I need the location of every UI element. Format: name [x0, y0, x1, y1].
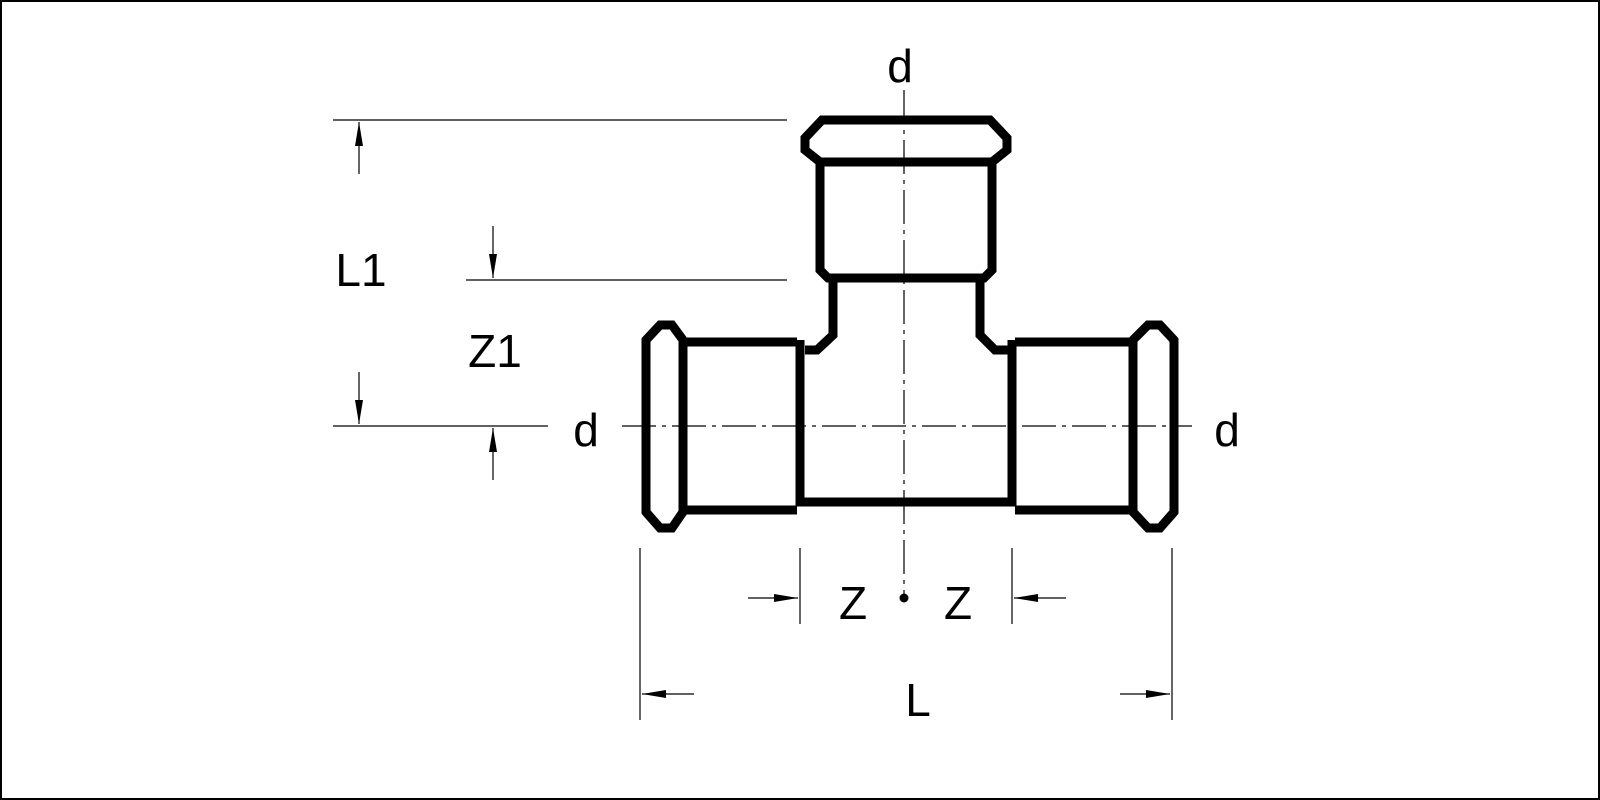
label-d-right: d [1214, 404, 1240, 456]
arrow-L-right [1146, 690, 1170, 698]
arrow-L1-bottom [355, 400, 363, 424]
label-L: L [905, 674, 931, 726]
top-socket [815, 162, 997, 283]
arrow-L1-top [355, 122, 363, 146]
label-Z-left: Z [839, 577, 867, 629]
right-socket-ring [1128, 320, 1179, 533]
label-Z-right: Z [944, 577, 972, 629]
arrow-Z1-top [489, 254, 497, 278]
arrow-Z-right [1014, 594, 1038, 602]
run-body [795, 340, 1017, 507]
tee-body [641, 115, 1179, 533]
arrow-L-left [642, 690, 666, 698]
label-d-left: d [573, 404, 599, 456]
label-L1: L1 [335, 244, 386, 296]
arrow-Z-left [774, 594, 798, 602]
left-socket-ring [641, 320, 688, 533]
label-d-top: d [887, 40, 913, 92]
arrow-Z1-bottom [489, 428, 497, 452]
label-Z1: Z1 [468, 325, 522, 377]
top-neck [805, 278, 1008, 355]
center-point [899, 593, 909, 603]
top-socket-ring [800, 115, 1012, 167]
